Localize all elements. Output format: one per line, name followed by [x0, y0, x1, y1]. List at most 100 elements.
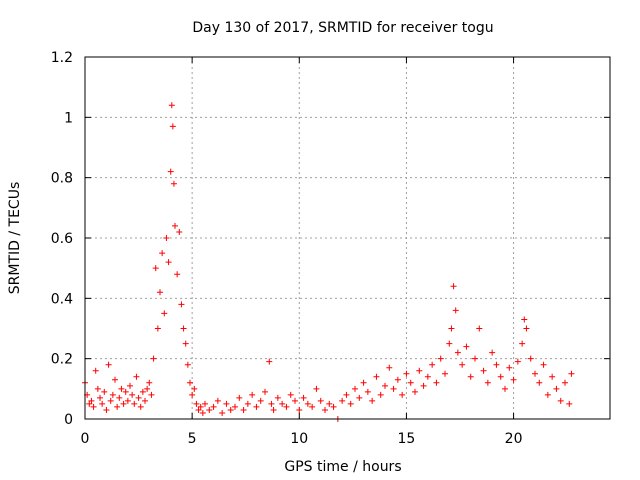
data-point [168, 102, 175, 109]
chart-title: Day 130 of 2017, SRMTID for receiver tog… [192, 20, 493, 36]
data-point [459, 361, 466, 368]
y-tick-label: 0.6 [51, 231, 73, 247]
data-point [352, 385, 358, 392]
data-point [510, 376, 517, 383]
y-tick-labels: 0 0.2 0.4 0.6 0.8 1 1.2 [51, 50, 73, 428]
y-tick-label: 0 [64, 412, 73, 428]
data-point [377, 391, 384, 398]
y-tick-label: 0.8 [51, 171, 73, 187]
data-point [452, 307, 459, 314]
data-point [399, 391, 406, 398]
data-point [454, 349, 461, 356]
data-point [127, 382, 133, 389]
data-point [467, 373, 474, 380]
data-point [210, 403, 217, 410]
data-point [249, 391, 256, 398]
data-point [97, 394, 103, 401]
data-point [519, 340, 526, 347]
data-point [322, 406, 328, 413]
data-point [170, 180, 177, 187]
data-point [557, 397, 564, 404]
data-point [137, 403, 144, 410]
data-point [257, 397, 264, 404]
data-point [489, 349, 496, 356]
data-point [178, 301, 185, 308]
data-point [412, 388, 418, 395]
data-point [279, 400, 286, 407]
data-point [122, 388, 129, 395]
data-point [317, 397, 324, 404]
x-tick-label: 0 [81, 431, 90, 447]
data-point [549, 373, 556, 380]
data-point [172, 222, 178, 229]
data-point [262, 388, 268, 395]
plot-area [85, 57, 610, 419]
data-point [442, 370, 448, 377]
data-point [369, 397, 376, 404]
data-point [94, 385, 101, 392]
data-point [382, 382, 388, 389]
data-point [480, 367, 487, 374]
y-tick-label: 0.2 [51, 352, 73, 368]
data-point [356, 394, 363, 401]
data-point [394, 376, 401, 383]
data-point [240, 406, 247, 413]
data-point [521, 316, 528, 323]
data-point [390, 385, 397, 392]
data-point [133, 373, 140, 380]
data-point [86, 400, 93, 407]
data-point [167, 168, 174, 175]
plot-border [84, 56, 611, 420]
data-point [347, 400, 354, 407]
data-point [292, 397, 298, 404]
data-point [437, 355, 444, 362]
data-point [146, 379, 153, 386]
data-point [268, 400, 275, 407]
data-point [142, 397, 148, 404]
data-point [150, 355, 157, 362]
data-point [154, 325, 161, 332]
data-point [112, 376, 118, 383]
data-point [416, 367, 423, 374]
data-point [107, 397, 114, 404]
data-point [463, 343, 470, 350]
data-point [330, 403, 337, 410]
data-point [144, 385, 151, 392]
data-point [450, 283, 457, 290]
data-point [103, 406, 110, 413]
data-point [544, 391, 551, 398]
data-point [274, 394, 281, 401]
data-point [527, 355, 534, 362]
data-point [191, 385, 198, 392]
x-tick-label: 5 [188, 431, 197, 447]
data-point [199, 409, 206, 416]
data-point [187, 379, 193, 386]
data-point [197, 403, 204, 410]
data-point [360, 379, 367, 386]
x-tick-label: 15 [398, 431, 416, 447]
data-point [472, 355, 478, 362]
data-point [161, 310, 168, 317]
data-point [148, 391, 155, 398]
data-point [152, 265, 159, 272]
data-point [420, 382, 427, 389]
data-point [169, 123, 176, 130]
data-point [163, 235, 170, 241]
data-point [326, 400, 333, 407]
data-point [407, 379, 414, 386]
data-point [109, 391, 116, 398]
data-point [553, 385, 560, 392]
x-tick-label: 20 [505, 431, 523, 447]
data-point [90, 403, 97, 410]
data-point [189, 391, 196, 398]
data-point [180, 325, 187, 332]
data-point [202, 400, 208, 407]
data-point [300, 394, 307, 401]
data-point [403, 370, 410, 377]
data-point [532, 370, 538, 377]
x-axis-label: GPS time / hours [284, 459, 401, 475]
y-tick-label: 1 [64, 110, 73, 126]
data-point [287, 391, 294, 398]
data-point [523, 325, 530, 332]
